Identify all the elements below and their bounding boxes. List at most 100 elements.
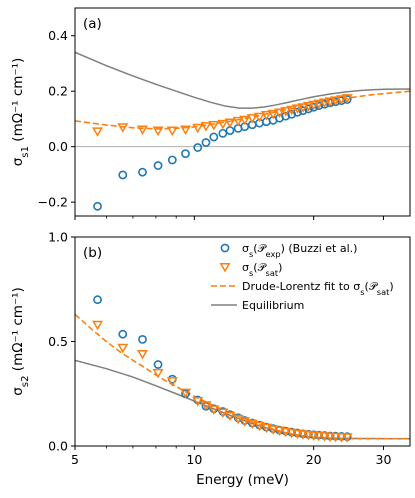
- data-point-sat: [117, 343, 129, 354]
- equilibrium-line: [75, 359, 410, 440]
- x-tick-label: 20: [306, 452, 322, 467]
- data-point-exp: [218, 128, 228, 138]
- data-point-sat: [280, 107, 292, 117]
- legend-entry-equilibrium: Equilibrium: [211, 299, 304, 312]
- legend-label-fit: Drude-Lorentz fit to σs(𝒫sat): [242, 280, 394, 297]
- data-point-exp: [225, 126, 235, 135]
- panel-label: (b): [83, 245, 102, 261]
- data-point-sat: [335, 432, 347, 443]
- data-point-exp: [298, 106, 308, 116]
- data-point-exp: [153, 360, 163, 369]
- data-point-sat: [260, 423, 272, 434]
- legend-marker-sat: [219, 262, 231, 273]
- y-tick-label: −0.2: [38, 195, 68, 210]
- data-point-sat: [179, 125, 191, 135]
- data-point-sat: [280, 427, 292, 438]
- data-point-sat: [319, 432, 331, 442]
- data-point-sat: [246, 419, 258, 430]
- data-point-sat: [291, 429, 303, 440]
- data-point-sat: [286, 428, 298, 439]
- data-point-sat: [166, 377, 178, 387]
- y-axis-label: σs2 (mΩ⁻¹ cm⁻¹): [10, 287, 31, 396]
- data-point-sat: [152, 126, 164, 137]
- data-point-exp: [93, 295, 102, 305]
- data-point-exp: [181, 149, 190, 158]
- data-point-sat: [324, 432, 336, 443]
- data-point-sat: [208, 405, 220, 415]
- data-point-exp: [118, 329, 128, 339]
- legend: σs(𝒫exp) (Buzzi et al.) σs(𝒫sat) Drude-Lor…: [211, 242, 394, 312]
- data-point-sat: [253, 421, 265, 432]
- data-point-sat: [208, 121, 220, 131]
- x-tick-label: 30: [376, 452, 392, 467]
- data-point-sat: [253, 112, 265, 123]
- data-point-sat: [136, 125, 148, 135]
- data-point-sat: [308, 100, 320, 111]
- data-point-sat: [92, 127, 104, 137]
- y-tick-label: 0.5: [48, 334, 68, 349]
- y-tick-label: 0.4: [48, 28, 68, 43]
- data-point-sat: [267, 109, 279, 120]
- data-point-sat: [217, 408, 229, 419]
- data-point-sat: [92, 320, 104, 331]
- data-point-sat: [302, 101, 314, 112]
- panel-b: 5 10 20 30 0.0 0.5 1.0 (b) σs2 (mΩ⁻¹ cm⁻¹) Energy…: [10, 230, 411, 488]
- data-point-sat: [239, 417, 251, 427]
- data-point-exp: [193, 143, 203, 152]
- y-axis-label: σs1 (mΩ⁻¹ cm⁻¹): [10, 58, 31, 167]
- data-point-exp: [209, 132, 219, 142]
- y-tick-label: 0.0: [48, 439, 68, 454]
- data-point-exp: [167, 155, 177, 165]
- data-point-sat: [246, 114, 258, 124]
- data-point-sat: [267, 425, 279, 435]
- equilibrium-line: [75, 51, 410, 109]
- data-point-exp: [93, 201, 102, 211]
- data-point-sat: [324, 97, 336, 107]
- data-point-exp: [287, 109, 297, 119]
- data-point-sat: [117, 123, 129, 133]
- legend-marker-exp: [220, 243, 230, 253]
- data-point-sat: [341, 94, 353, 104]
- data-point-sat: [239, 115, 251, 126]
- legend-entry-fit: Drude-Lorentz fit to σs(𝒫sat): [211, 280, 394, 297]
- fit-line: [75, 313, 410, 440]
- data-point-sat: [192, 123, 204, 134]
- plot-frame: [74, 7, 411, 217]
- data-point-sat: [273, 426, 285, 437]
- data-point-sat: [329, 96, 341, 106]
- data-point-sat: [313, 431, 325, 442]
- data-point-exp: [153, 161, 163, 170]
- data-point-sat: [136, 350, 148, 360]
- legend-entry-exp: σs(𝒫exp) (Buzzi et al.): [220, 242, 357, 259]
- y-tick-label: 1.0: [48, 230, 68, 245]
- data-point-sat: [179, 388, 191, 399]
- data-point-sat: [273, 108, 285, 119]
- data-point-sat: [291, 104, 303, 114]
- data-point-exp: [118, 170, 128, 180]
- legend-entry-sat: σs(𝒫sat): [219, 261, 282, 278]
- data-point-sat: [232, 414, 244, 425]
- data-point-sat: [232, 116, 244, 127]
- panel-label: (a): [83, 16, 102, 32]
- data-point-exp: [138, 167, 147, 177]
- panel-a: −0.2 0.0 0.2 0.4 (a) σs1 (mΩ⁻¹ cm⁻¹): [10, 7, 411, 220]
- data-point-sat: [319, 98, 331, 109]
- data-point-sat: [217, 119, 229, 130]
- x-axis-label: Energy (meV): [196, 472, 289, 488]
- data-point-sat: [166, 126, 178, 137]
- plot-area: [75, 295, 410, 443]
- data-point-sat: [152, 368, 164, 379]
- y-tick-label: 0.2: [48, 84, 68, 99]
- data-point-sat: [192, 397, 204, 407]
- data-point-exp: [138, 335, 147, 344]
- data-point-sat: [341, 433, 353, 443]
- data-point-sat: [200, 401, 212, 411]
- x-tick-label: 10: [186, 452, 202, 467]
- data-point-sat: [224, 411, 236, 422]
- legend-label-equilibrium: Equilibrium: [242, 299, 304, 312]
- data-point-exp: [293, 107, 302, 117]
- data-point-sat: [286, 105, 298, 116]
- data-point-sat: [297, 103, 309, 113]
- data-point-sat: [224, 118, 236, 129]
